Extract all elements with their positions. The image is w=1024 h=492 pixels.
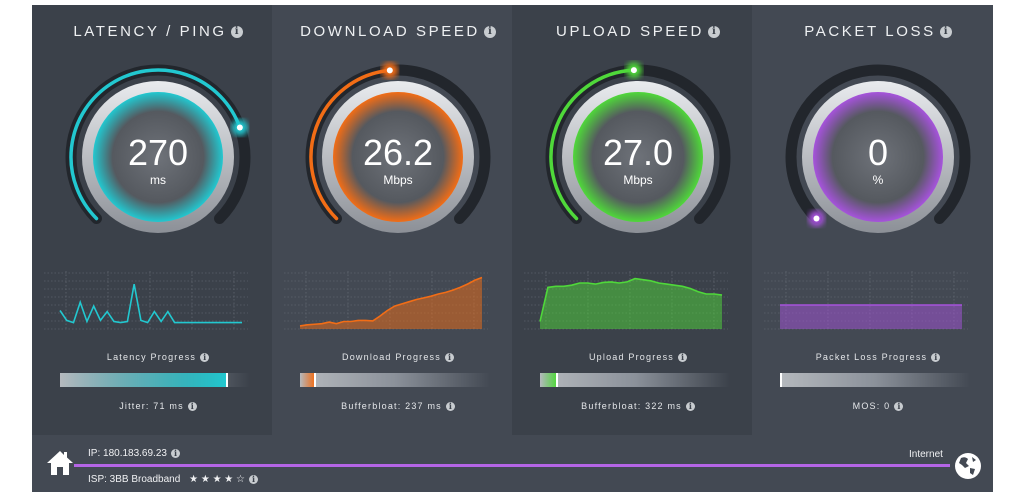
- gauge: [305, 62, 491, 233]
- isp-rating-stars: ★ ★ ★ ★ ☆: [189, 474, 246, 485]
- gauge: [545, 62, 731, 233]
- gauge-value-arc: [69, 68, 242, 221]
- gauge-unit: %: [872, 173, 884, 187]
- chart-line: [539, 277, 723, 322]
- gauge: [65, 64, 251, 233]
- progress-label: Latency Progress i: [32, 352, 284, 363]
- progress-label: Upload Progress i: [512, 352, 764, 363]
- progress-marker: [226, 373, 229, 387]
- panel-title: UPLOAD SPEED i: [512, 23, 764, 40]
- gauge: [785, 64, 971, 233]
- gauge-face: [813, 92, 943, 222]
- ip-info-icon[interactable]: i: [170, 448, 180, 458]
- info-icon[interactable]: i: [894, 402, 904, 412]
- gauge-value: 27.0: [602, 132, 674, 173]
- panel-download: DOWNLOAD SPEED i 26.2 Mbps Download Progr…: [272, 5, 512, 435]
- info-icon[interactable]: i: [444, 353, 454, 363]
- info-icon[interactable]: i: [678, 353, 688, 363]
- progress-marker: [314, 373, 317, 387]
- gauge-unit: Mbps: [383, 173, 413, 187]
- chart-line: [59, 283, 242, 324]
- progress-marker: [780, 373, 782, 387]
- sub-metric: Jitter: 71 ms i: [32, 401, 284, 412]
- gauge-indicator-dot: [236, 124, 243, 131]
- panel-packet-loss: PACKET LOSS i 0 % Packet Loss Progress i M…: [752, 5, 992, 435]
- info-icon[interactable]: i: [931, 353, 941, 363]
- progress-marker: [556, 373, 559, 387]
- sub-metric: Bufferbloat: 322 ms i: [512, 401, 764, 412]
- panel-title: PACKET LOSS i: [752, 23, 993, 40]
- info-icon[interactable]: i: [685, 402, 695, 412]
- isp-info-icon[interactable]: i: [249, 474, 259, 484]
- gauge-face: [573, 92, 703, 222]
- info-icon[interactable]: i: [939, 26, 952, 39]
- info-icon[interactable]: i: [707, 26, 720, 39]
- progress-bar: [780, 373, 970, 387]
- info-icon[interactable]: i: [230, 26, 243, 39]
- progress-fill: [300, 373, 316, 387]
- panel-latency: LATENCY / PING i 270 ms Latency Progress i…: [32, 5, 272, 435]
- gauge-track: [785, 64, 971, 225]
- gauge-indicator-dot: [630, 67, 637, 74]
- gauge-unit: ms: [150, 173, 166, 187]
- progress-fill: [540, 373, 558, 387]
- info-icon[interactable]: i: [483, 26, 496, 39]
- globe-icon: [955, 453, 981, 479]
- chart-area: [780, 305, 962, 329]
- sub-metric: Bufferbloat: 237 ms i: [272, 401, 524, 412]
- panel-title: LATENCY / PING i: [32, 23, 284, 40]
- progress-label: Packet Loss Progress i: [752, 352, 993, 363]
- gauge-face: [93, 92, 223, 222]
- chart-area: [300, 277, 482, 329]
- gauge-value: 270: [127, 132, 189, 173]
- info-icon[interactable]: i: [187, 402, 197, 412]
- panel-upload: UPLOAD SPEED i 27.0 Mbps Upload Progress i…: [512, 5, 752, 435]
- history-chart: [44, 271, 248, 330]
- progress-fill: [60, 373, 228, 387]
- speed-test-app: LATENCY / PING i 270 ms Latency Progress i…: [32, 5, 993, 492]
- chart-area: [540, 278, 722, 329]
- progress-bar: [540, 373, 730, 387]
- info-icon[interactable]: i: [445, 402, 455, 412]
- progress-bar: [300, 373, 490, 387]
- ip-address: IP: 180.183.69.23 i: [88, 448, 180, 459]
- info-icon[interactable]: i: [200, 353, 210, 363]
- history-chart: [524, 271, 728, 330]
- gauge-value-arc: [309, 68, 392, 221]
- panel-title: DOWNLOAD SPEED i: [272, 23, 524, 40]
- internet-label: Internet: [909, 449, 943, 460]
- history-chart: [284, 271, 488, 330]
- isp-name: ISP: 3BB Broadband ★ ★ ★ ★ ☆ i: [88, 474, 259, 485]
- history-chart: [764, 271, 968, 330]
- progress-label: Download Progress i: [272, 352, 524, 363]
- gauge-indicator-dot: [813, 215, 820, 222]
- gauge-value-arc: [549, 68, 636, 221]
- gauge-value: 26.2: [362, 132, 434, 173]
- gauge-unit: Mbps: [623, 173, 653, 187]
- connection-line: [74, 464, 950, 467]
- gauge-value: 0: [867, 132, 889, 173]
- gauge-indicator-dot: [386, 67, 393, 74]
- progress-bar: [60, 373, 250, 387]
- home-icon: [47, 451, 73, 475]
- gauge-face: [333, 92, 463, 222]
- chart-line: [299, 276, 483, 327]
